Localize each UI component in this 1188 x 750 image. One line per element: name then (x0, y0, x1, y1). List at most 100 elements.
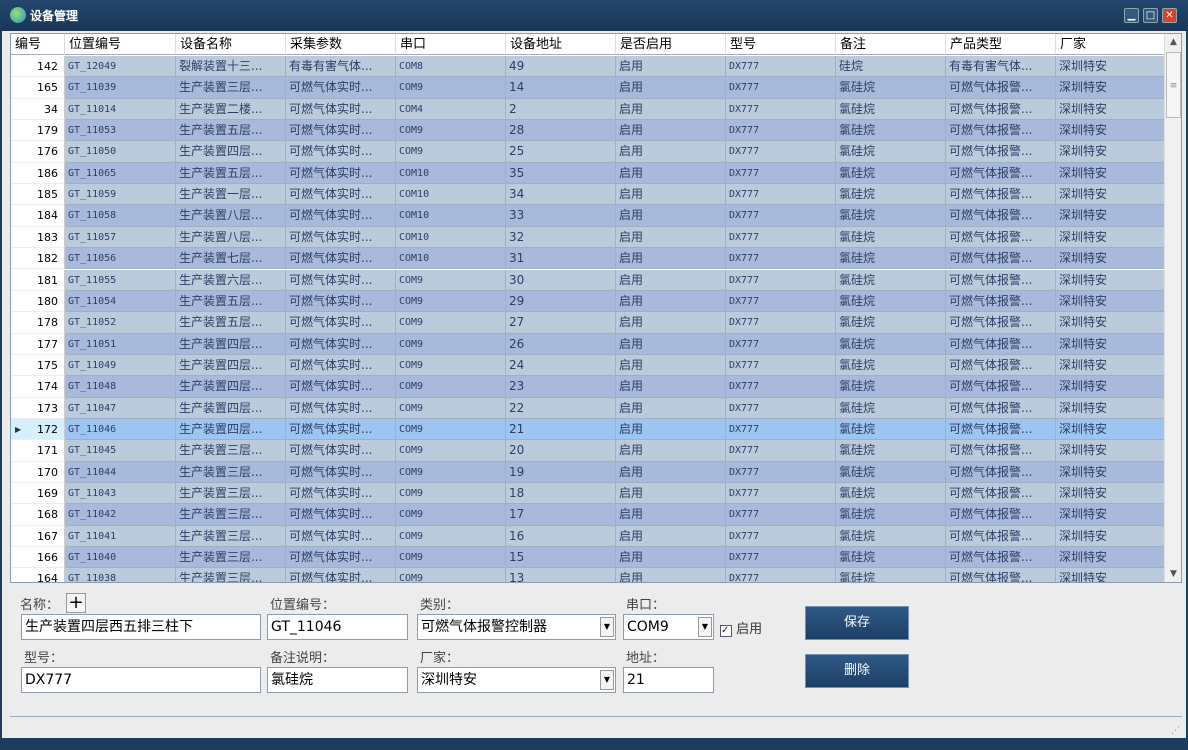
column-header[interactable]: 厂家 (1056, 34, 1165, 55)
table-cell: 氯硅烷 (836, 312, 946, 334)
column-header[interactable]: 备注 (836, 34, 946, 55)
table-cell: 生产装置五层... (176, 290, 286, 313)
column-header[interactable]: 串口 (396, 34, 506, 55)
table-cell: 启用 (616, 120, 726, 142)
table-cell: 可燃气体报警... (946, 162, 1056, 185)
port-select[interactable]: COM9 ▼ (623, 614, 714, 640)
table-cell: 启用 (616, 461, 726, 483)
table-row[interactable]: 169 GT_11043 生产装置三层... 可燃气体实时... COM9 18 启用 DX7… (11, 483, 1165, 505)
location-input[interactable]: GT_11046 (267, 614, 408, 640)
table-row[interactable]: 171 GT_11045 生产装置三层... 可燃气体实时... COM9 20 启用 DX7… (11, 440, 1165, 462)
scroll-down-icon[interactable]: ▼ (1170, 569, 1177, 579)
table-row[interactable]: 183 GT_11057 生产装置八层... 可燃气体实时... COM10 32 启用 DX… (11, 226, 1165, 249)
column-header[interactable]: 是否启用 (616, 34, 726, 55)
table-cell: COM8 (396, 56, 506, 78)
table-row[interactable]: 184 GT_11058 生产装置八层... 可燃气体实时... COM10 33 启用 DX… (11, 205, 1165, 227)
table-cell: 氯硅烷 (836, 77, 946, 99)
address-input[interactable]: 21 (623, 667, 714, 693)
column-header[interactable]: 产品类型 (946, 34, 1056, 55)
table-cell: 生产装置四层... (176, 376, 286, 398)
table-row[interactable]: 168 GT_11042 生产装置三层... 可燃气体实时... COM9 17 启用 DX7… (11, 504, 1165, 526)
save-button[interactable]: 保存 (805, 606, 909, 640)
column-header[interactable]: 型号 (726, 34, 836, 55)
table-row[interactable]: 34 GT_11014 生产装置二楼... 可燃气体实时... COM4 2 启用 DX777… (11, 98, 1165, 121)
table-cell: 可燃气体实时... (286, 483, 396, 505)
column-header[interactable]: 设备地址 (506, 34, 616, 55)
table-cell: 深圳特安 (1056, 269, 1165, 291)
table-cell: 氯硅烷 (836, 568, 946, 582)
table-cell: 49 (506, 56, 616, 78)
name-input[interactable]: 生产装置四层西五排三柱下 (21, 614, 261, 640)
chevron-down-icon[interactable]: ▼ (600, 670, 614, 690)
table-cell: GT_11051 (65, 333, 176, 355)
scroll-up-icon[interactable]: ▲ (1170, 37, 1177, 47)
delete-button[interactable]: 删除 (805, 654, 909, 688)
table-row[interactable]: 178 GT_11052 生产装置五层... 可燃气体实时... COM9 27 启用 DX7… (11, 312, 1165, 334)
table-row[interactable]: 164 GT_11038 生产装置三层... 可燃气体实时... COM9 13 启用 DX7… (11, 568, 1165, 582)
table-cell: COM9 (396, 525, 506, 548)
category-select[interactable]: 可燃气体报警控制器 ▼ (417, 614, 616, 640)
chevron-down-icon[interactable]: ▼ (698, 617, 712, 637)
table-cell: GT_11043 (65, 483, 176, 505)
table-row[interactable]: 174 GT_11048 生产装置四层... 可燃气体实时... COM9 23 启用 DX7… (11, 376, 1165, 398)
remark-label: 备注说明： (270, 651, 336, 666)
table-row[interactable]: 182 GT_11056 生产装置七层... 可燃气体实时... COM10 31 启用 DX… (11, 248, 1165, 270)
checkbox-checked-icon[interactable]: ✓ (720, 625, 732, 637)
table-row[interactable]: 186 GT_11065 生产装置五层... 可燃气体实时... COM10 35 启用 DX… (11, 162, 1165, 185)
table-row[interactable]: 176 GT_11050 生产装置四层... 可燃气体实时... COM9 25 启用 DX7… (11, 141, 1165, 163)
vertical-scrollbar[interactable]: ▲ ≡ ▼ (1164, 34, 1181, 582)
table-cell: DX777 (726, 184, 836, 206)
table-cell: DX777 (726, 312, 836, 334)
table-cell: DX777 (726, 98, 836, 121)
table-cell: 35 (506, 162, 616, 185)
table-cell: COM9 (396, 504, 506, 526)
table-row[interactable]: 170 GT_11044 生产装置三层... 可燃气体实时... COM9 19 启用 DX7… (11, 461, 1165, 483)
minimize-button[interactable]: ▁ (1124, 8, 1139, 23)
table-row[interactable]: 173 GT_11047 生产装置四层... 可燃气体实时... COM9 22 启用 DX7… (11, 397, 1165, 419)
table-cell: DX777 (726, 418, 836, 441)
chevron-down-icon[interactable]: ▼ (600, 617, 614, 637)
table-cell: 深圳特安 (1056, 483, 1165, 505)
table-cell: 氯硅烷 (836, 269, 946, 291)
scroll-thumb[interactable]: ≡ (1166, 52, 1181, 118)
table-cell: 可燃气体实时... (286, 184, 396, 206)
enabled-checkbox[interactable]: ✓ 启用 (720, 618, 762, 637)
table-cell: GT_11049 (65, 354, 176, 377)
table-cell: 生产装置三层... (176, 547, 286, 569)
table-row[interactable]: 185 GT_11059 生产装置一层... 可燃气体实时... COM10 34 启用 DX… (11, 184, 1165, 206)
divider (10, 716, 1182, 717)
table-row[interactable]: 167 GT_11041 生产装置三层... 可燃气体实时... COM9 16 启用 DX7… (11, 525, 1165, 548)
category-label: 类别： (420, 598, 460, 613)
column-header[interactable]: 设备名称 (176, 34, 286, 55)
vendor-select[interactable]: 深圳特安 ▼ (417, 667, 616, 693)
table-row[interactable]: 179 GT_11053 生产装置五层... 可燃气体实时... COM9 28 启用 DX7… (11, 120, 1165, 142)
table-cell: 裂解装置十三... (176, 56, 286, 78)
maximize-button[interactable]: □ (1143, 8, 1158, 23)
add-button[interactable]: + (66, 593, 86, 613)
table-cell: 启用 (616, 226, 726, 249)
table-row[interactable]: 175 GT_11049 生产装置四层... 可燃气体实时... COM9 24 启用 DX7… (11, 354, 1165, 377)
table-row[interactable]: 177 GT_11051 生产装置四层... 可燃气体实时... COM9 26 启用 DX7… (11, 333, 1165, 355)
table-cell: DX777 (726, 547, 836, 569)
remark-input[interactable]: 氯硅烷 (267, 667, 408, 693)
table-row[interactable]: 166 GT_11040 生产装置三层... 可燃气体实时... COM9 15 启用 DX7… (11, 547, 1165, 569)
model-input[interactable]: DX777 (21, 667, 261, 693)
close-button[interactable]: ✕ (1162, 8, 1177, 23)
table-cell: 生产装置五层... (176, 312, 286, 334)
table-row[interactable]: 180 GT_11054 生产装置五层... 可燃气体实时... COM9 29 启用 DX7… (11, 290, 1165, 313)
table-row[interactable]: 172 GT_11046 生产装置四层... 可燃气体实时... COM9 21 启用 DX7… (11, 418, 1165, 441)
column-header[interactable]: 编号 (11, 34, 65, 55)
column-header[interactable]: 采集参数 (286, 34, 396, 55)
table-row[interactable]: 165 GT_11039 生产装置三层... 可燃气体实时... COM9 14 启用 DX7… (11, 77, 1165, 99)
table-row[interactable]: 142 GT_12049 裂解装置十三... 有毒有害气体... COM8 49 启用 DX7… (11, 56, 1165, 78)
table-row[interactable]: 181 GT_11055 生产装置六层... 可燃气体实时... COM9 30 启用 DX7… (11, 269, 1165, 291)
table-cell: 深圳特安 (1056, 120, 1165, 142)
table-cell: 167 (11, 525, 65, 548)
resize-grip-icon[interactable]: ⋰ (1171, 726, 1180, 736)
column-header[interactable]: 位置编号 (65, 34, 176, 55)
table-cell: 可燃气体报警... (946, 226, 1056, 249)
table-cell: 29 (506, 290, 616, 313)
table-cell: 177 (11, 333, 65, 355)
table-cell: 176 (11, 141, 65, 163)
table-cell: 氯硅烷 (836, 483, 946, 505)
